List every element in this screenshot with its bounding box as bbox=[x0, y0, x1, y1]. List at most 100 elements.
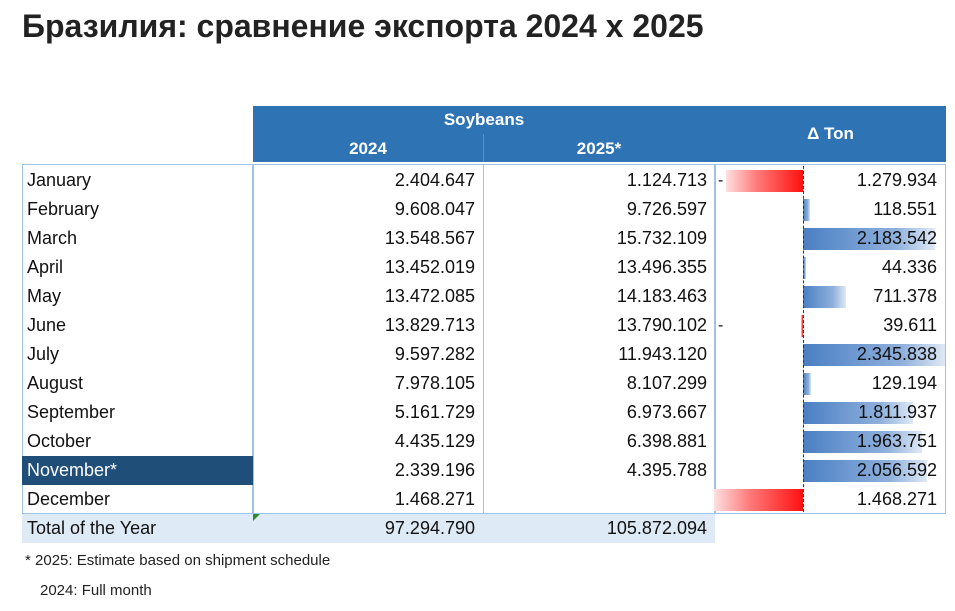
value-2025: 11.943.120 bbox=[618, 344, 707, 364]
month-label: December bbox=[27, 489, 111, 509]
value-2024: 13.829.713 bbox=[384, 315, 475, 335]
value-2024: 4.435.129 bbox=[394, 431, 475, 451]
value-2025: 15.732.109 bbox=[616, 228, 707, 248]
delta-sign: - bbox=[718, 317, 724, 334]
value-2025: 13.790.102 bbox=[616, 315, 707, 335]
delta-bar-positive bbox=[803, 402, 913, 424]
delta-sign bbox=[718, 282, 728, 311]
table-row: June 13.829.713 13.790.102- 39.611 bbox=[0, 311, 955, 340]
table-row: October 4.435.129 6.398.881 1.963.751 bbox=[0, 427, 955, 456]
value-2024: 2.404.647 bbox=[394, 170, 475, 190]
total-corner-marker bbox=[253, 514, 260, 521]
delta-bar-negative bbox=[714, 489, 803, 511]
total-row-cells: Total of the Year 97.294.790 105.872.094 bbox=[0, 514, 955, 543]
delta-sign bbox=[718, 398, 728, 427]
delta-value: 2.183.542 bbox=[856, 228, 937, 248]
header-2024: 2024 bbox=[253, 134, 483, 162]
delta-bar-positive bbox=[803, 228, 935, 250]
value-2024: 5.161.729 bbox=[394, 402, 475, 422]
footnote-2024: 2024: Full month bbox=[40, 582, 152, 599]
delta-sign bbox=[718, 340, 728, 369]
footnote-2025: * 2025: Estimate based on shipment sched… bbox=[25, 552, 331, 569]
delta-bar-positive bbox=[803, 460, 927, 482]
total-label: Total of the Year bbox=[27, 518, 157, 538]
value-2024: 13.472.085 bbox=[384, 286, 475, 306]
page-title: Бразилия: сравнение экспорта 2024 x 2025 bbox=[22, 8, 704, 44]
value-2024: 2.339.196 bbox=[394, 460, 475, 480]
value-2024: 1.468.271 bbox=[394, 489, 475, 509]
delta-bar-positive bbox=[803, 373, 811, 395]
value-2025: 4.395.788 bbox=[626, 460, 707, 480]
month-label: November* bbox=[27, 460, 118, 480]
delta-bar-positive bbox=[803, 199, 810, 221]
month-label: September bbox=[27, 402, 116, 422]
table-row: March 13.548.567 15.732.109 2.183.542 bbox=[0, 224, 955, 253]
value-2024: 13.548.567 bbox=[384, 228, 475, 248]
value-2025: 14.183.463 bbox=[616, 286, 707, 306]
delta-value: 39.611 bbox=[883, 315, 937, 335]
delta-value: 1.811.937 bbox=[858, 402, 937, 422]
delta-column-frame bbox=[715, 164, 946, 514]
value-2025: 1.124.713 bbox=[626, 170, 707, 190]
month-highlight bbox=[22, 456, 253, 485]
delta-sign bbox=[718, 369, 728, 398]
delta-value: 1.279.934 bbox=[856, 170, 937, 190]
delta-value: 1.468.271 bbox=[856, 489, 937, 509]
month-label: August bbox=[27, 373, 84, 393]
delta-value: 2.345.838 bbox=[856, 344, 937, 364]
delta-value: 118.551 bbox=[873, 199, 937, 219]
delta-sign bbox=[718, 195, 728, 224]
delta-sign bbox=[718, 427, 728, 456]
table-row: August 7.978.105 8.107.299 129.194 bbox=[0, 369, 955, 398]
delta-value: 44.336 bbox=[881, 257, 937, 277]
delta-sign: - bbox=[718, 172, 724, 189]
value-2024: 9.597.282 bbox=[394, 344, 475, 364]
month-column-frame bbox=[22, 164, 253, 514]
month-label: May bbox=[27, 286, 62, 306]
value-2024: 7.978.105 bbox=[394, 373, 475, 393]
col-2025-frame bbox=[483, 164, 715, 514]
delta-value: 1.963.751 bbox=[856, 431, 937, 451]
table-row: April 13.452.019 13.496.355 44.336 bbox=[0, 253, 955, 282]
value-2025: 8.107.299 bbox=[626, 373, 707, 393]
table-row: November* 2.339.196 4.395.788 2.056.592 bbox=[0, 456, 955, 485]
header-delta: Δ Ton bbox=[715, 106, 946, 162]
value-2025: 6.398.881 bbox=[626, 431, 707, 451]
table-row: February 9.608.047 9.726.597 118.551 bbox=[0, 195, 955, 224]
month-label: June bbox=[27, 315, 67, 335]
header-2025: 2025* bbox=[483, 134, 715, 162]
month-label: March bbox=[27, 228, 78, 248]
delta-sign bbox=[718, 253, 728, 282]
table-row: September 5.161.729 6.973.667 1.811.937 bbox=[0, 398, 955, 427]
table-row: January 2.404.647 1.124.713- 1.279.934 bbox=[0, 166, 955, 195]
total-2024: 97.294.790 bbox=[384, 518, 475, 538]
delta-bar-positive bbox=[803, 257, 806, 279]
total-2025: 105.872.094 bbox=[606, 518, 707, 538]
delta-value: 129.194 bbox=[871, 373, 937, 393]
delta-bar-positive bbox=[803, 286, 846, 308]
month-label: July bbox=[27, 344, 60, 364]
value-2025: 6.973.667 bbox=[626, 402, 707, 422]
total-row-bg bbox=[22, 514, 715, 543]
delta-bar-negative bbox=[801, 315, 803, 337]
delta-sign bbox=[718, 456, 728, 485]
delta-bar-positive bbox=[803, 344, 945, 366]
value-2024: 9.608.047 bbox=[394, 199, 475, 219]
header-soybeans: Soybeans bbox=[253, 106, 715, 134]
delta-bar-positive bbox=[803, 431, 922, 453]
month-label: February bbox=[27, 199, 100, 219]
value-2025: 9.726.597 bbox=[626, 199, 707, 219]
value-2024: 13.452.019 bbox=[384, 257, 475, 277]
table-row: July 9.597.282 11.943.120 2.345.838 bbox=[0, 340, 955, 369]
delta-sign bbox=[718, 224, 728, 253]
delta-bar-negative bbox=[726, 170, 803, 192]
value-2025 bbox=[483, 485, 707, 514]
value-2025: 13.496.355 bbox=[616, 257, 707, 277]
table-row: May 13.472.085 14.183.463 711.378 bbox=[0, 282, 955, 311]
delta-value: 711.378 bbox=[873, 286, 937, 306]
header-separator bbox=[483, 134, 484, 162]
month-label: October bbox=[27, 431, 92, 451]
month-label: January bbox=[27, 170, 92, 190]
month-label: April bbox=[27, 257, 64, 277]
